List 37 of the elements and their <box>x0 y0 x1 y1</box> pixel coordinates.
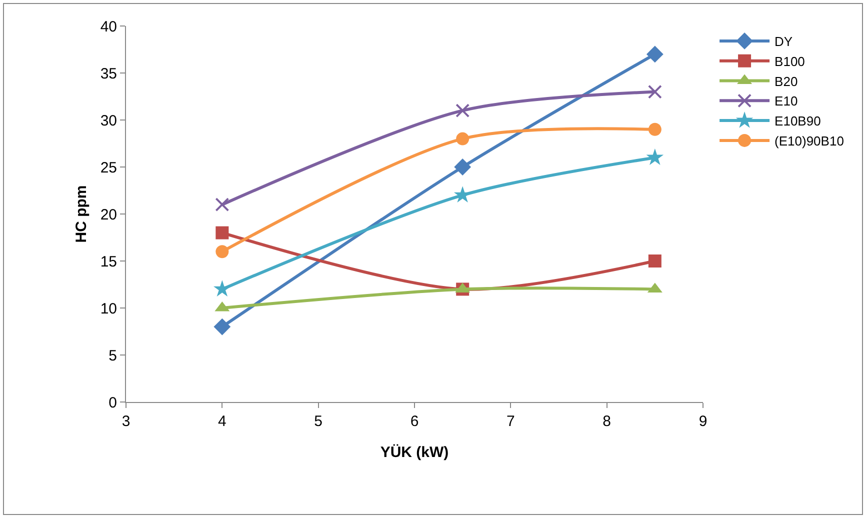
point <box>216 226 229 240</box>
x-tick-label: 4 <box>218 413 226 430</box>
x-tick-label: 9 <box>698 413 708 430</box>
x-tick-label: 7 <box>506 413 515 430</box>
x-tick-label: 8 <box>602 413 611 430</box>
y-tick-label: 25 <box>100 159 117 176</box>
point <box>648 122 662 136</box>
y-tick-label: 20 <box>100 206 117 224</box>
legend-label: DY <box>774 34 793 50</box>
y-tick-label: 35 <box>100 65 117 82</box>
point <box>456 132 470 146</box>
legend-label: B100 <box>774 54 805 69</box>
y-tick-label: 0 <box>108 394 117 412</box>
x-axis-title: YÜK (kW) <box>380 444 449 461</box>
point <box>214 280 231 297</box>
point <box>215 198 230 212</box>
point <box>214 318 231 336</box>
y-axis-title: HC ppm <box>73 185 90 243</box>
legend-label: E10B90 <box>774 114 821 129</box>
y-tick-label: 30 <box>100 112 117 130</box>
y-tick-label: 40 <box>100 18 117 36</box>
legend-label: (E10)90B10 <box>774 134 844 149</box>
y-tick-label: 10 <box>100 300 117 318</box>
x-tick-label: 3 <box>122 413 130 430</box>
point <box>454 158 472 176</box>
y-tick-label: 15 <box>100 253 117 270</box>
point <box>646 148 664 165</box>
point <box>648 84 662 99</box>
point <box>216 245 229 258</box>
point <box>456 104 470 118</box>
x-tick-label: 5 <box>314 413 322 430</box>
y-tick-label: 5 <box>108 347 117 364</box>
point <box>646 46 664 63</box>
x-tick-label: 6 <box>410 413 419 430</box>
legend-label: B20 <box>774 74 798 89</box>
legend-label: E10 <box>774 94 798 109</box>
point <box>648 254 662 268</box>
